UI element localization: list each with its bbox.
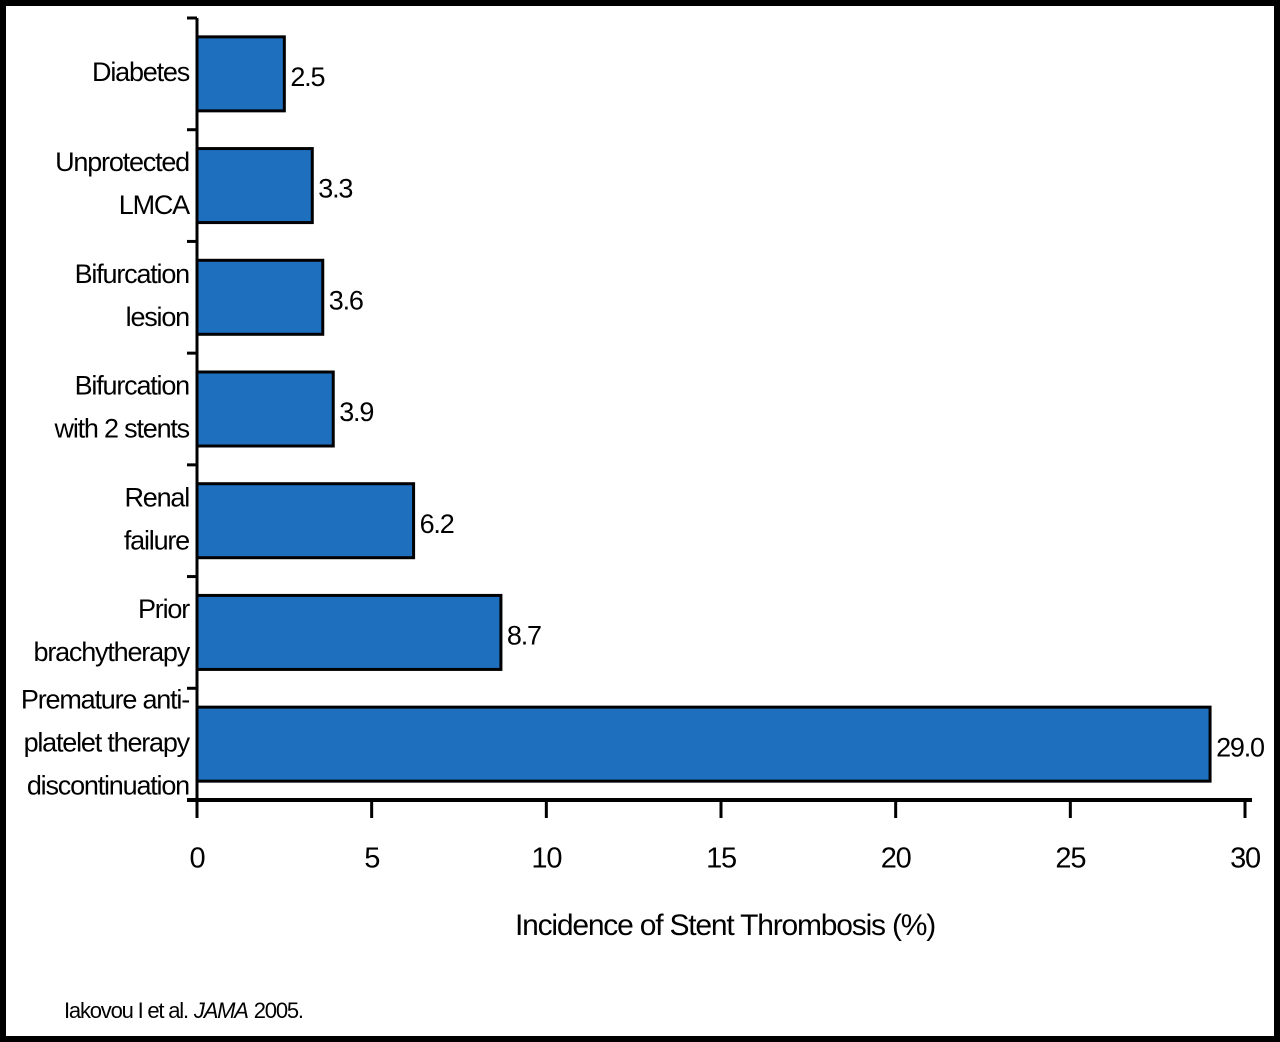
value-label: 2.5: [290, 62, 324, 92]
x-tick-label: 20: [881, 843, 911, 875]
y-tick-label: Unprotected: [55, 147, 189, 177]
source-note: Iakovou I et al. JAMA 2005.: [64, 998, 303, 1023]
x-tick-label: 30: [1230, 843, 1260, 875]
x-axis-title: Incidence of Stent Thrombosis (%): [515, 909, 935, 942]
y-tick-label: Prior: [138, 594, 190, 624]
y-tick-label: failure: [124, 525, 189, 555]
value-label: 3.9: [339, 397, 373, 427]
value-label: 6.2: [420, 509, 454, 539]
value-label: 3.6: [329, 285, 363, 315]
source-year: 2005.: [254, 998, 303, 1023]
x-tick-label: 10: [531, 843, 561, 875]
bar: [195, 593, 503, 671]
x-tick-label: 5: [364, 843, 379, 875]
y-tick-label: Bifurcation: [75, 259, 190, 289]
y-tick-label: platelet therapy: [24, 727, 191, 757]
x-tick-label: 0: [190, 843, 205, 875]
y-tick-label: brachytherapy: [34, 637, 191, 667]
bar: [195, 147, 314, 225]
bar: [195, 258, 325, 336]
source-journal: JAMA: [193, 998, 248, 1023]
y-tick-label: lesion: [126, 302, 190, 332]
y-tick-label: with 2 stents: [54, 414, 190, 444]
y-tick-label: Renal: [124, 482, 189, 512]
y-tick-label: Diabetes: [92, 57, 190, 87]
source-authors: Iakovou I et al.: [64, 998, 188, 1023]
x-tick-label: 15: [706, 843, 736, 875]
y-tick-label: discontinuation: [27, 770, 189, 800]
y-tick-label: Bifurcation: [75, 371, 190, 401]
bar: [195, 370, 335, 448]
value-label: 29.0: [1216, 732, 1264, 762]
x-tick-label: 25: [1055, 843, 1085, 875]
bar: [195, 705, 1212, 783]
value-label: 8.7: [507, 621, 541, 651]
y-tick-label: LMCA: [119, 190, 190, 220]
value-label: 3.3: [318, 174, 352, 204]
bar: [195, 35, 286, 113]
y-tick-label: Premature anti-: [21, 684, 189, 714]
bar: [195, 482, 416, 560]
